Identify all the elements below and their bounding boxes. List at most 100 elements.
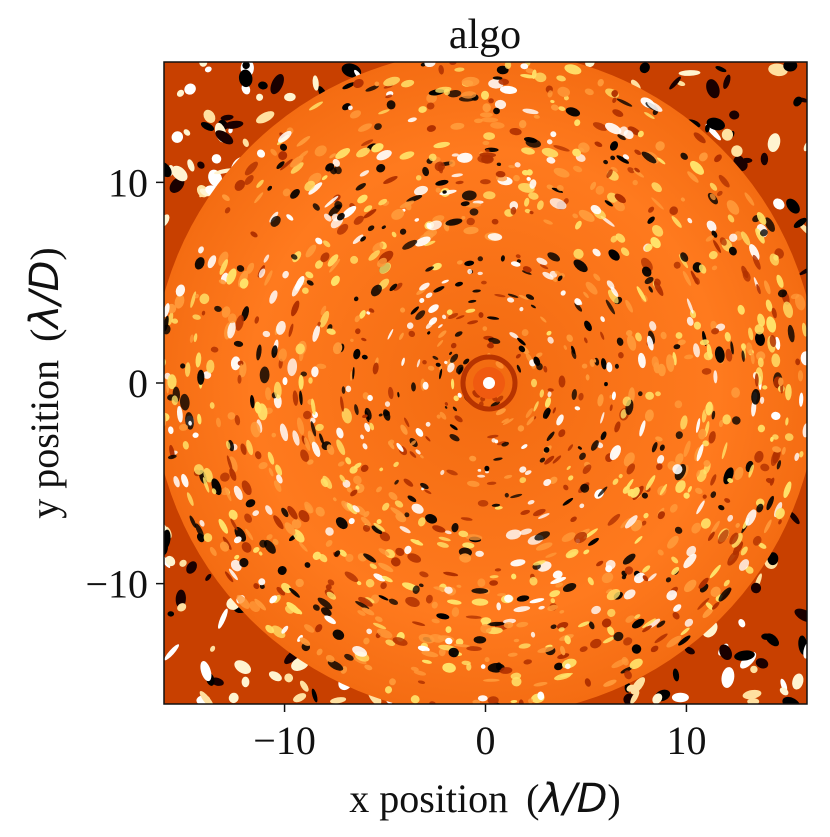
speckle xyxy=(609,404,613,412)
speckle xyxy=(592,248,601,257)
speckle xyxy=(727,550,740,566)
speckle xyxy=(773,198,785,210)
speckle xyxy=(578,209,595,222)
speckle xyxy=(495,395,504,403)
speckle xyxy=(419,282,430,291)
speckle xyxy=(754,324,765,335)
speckle xyxy=(329,153,336,159)
speckle xyxy=(498,78,509,86)
speckle xyxy=(387,329,394,340)
speckle xyxy=(547,90,553,98)
speckle xyxy=(209,402,215,409)
speckle xyxy=(552,570,563,579)
speckle xyxy=(299,680,309,692)
speckle xyxy=(389,283,398,292)
speckle xyxy=(438,65,444,75)
speckle xyxy=(579,452,586,460)
speckle xyxy=(742,270,751,282)
speckle xyxy=(164,303,170,318)
speckle xyxy=(740,546,748,556)
speckle xyxy=(316,648,323,656)
speckle xyxy=(533,114,540,119)
speckle xyxy=(671,215,682,228)
speckle xyxy=(634,614,641,619)
speckle xyxy=(517,337,526,346)
speckle xyxy=(630,487,640,498)
speckle xyxy=(421,659,432,664)
speckle xyxy=(595,185,605,195)
speckle xyxy=(258,578,266,586)
speckle xyxy=(407,553,422,563)
speckle xyxy=(449,159,456,167)
speckle xyxy=(558,627,565,632)
speckle xyxy=(228,568,238,581)
speckle xyxy=(742,689,762,700)
speckle xyxy=(256,93,264,101)
speckle xyxy=(649,321,657,331)
speckle xyxy=(350,371,353,381)
speckle xyxy=(235,314,244,331)
speckle xyxy=(368,308,375,313)
speckle xyxy=(504,594,513,603)
speckle xyxy=(450,353,459,363)
speckle xyxy=(250,231,258,238)
speckle xyxy=(549,198,567,210)
speckle xyxy=(472,699,481,704)
speckle xyxy=(242,62,250,70)
speckle xyxy=(180,363,186,369)
speckle xyxy=(411,503,424,514)
speckle xyxy=(579,503,585,509)
speckle xyxy=(291,300,300,317)
speckle xyxy=(278,348,287,362)
speckle xyxy=(520,74,536,79)
speckle xyxy=(709,564,721,579)
speckle xyxy=(279,143,288,151)
speckle xyxy=(240,443,247,455)
speckle xyxy=(738,559,750,571)
speckle xyxy=(521,169,530,176)
speckle xyxy=(281,582,292,594)
speckle xyxy=(332,342,343,355)
speckle xyxy=(674,526,683,534)
speckle xyxy=(428,317,438,325)
speckle xyxy=(218,518,229,534)
speckle xyxy=(727,214,735,223)
speckle xyxy=(513,606,531,613)
speckle xyxy=(278,151,288,161)
speckle xyxy=(740,231,751,246)
speckle xyxy=(271,345,278,358)
speckle xyxy=(210,346,219,353)
speckle xyxy=(760,463,770,472)
speckle xyxy=(684,646,695,655)
speckle xyxy=(760,152,769,166)
speckle xyxy=(707,531,715,541)
speckle xyxy=(554,672,572,681)
speckle xyxy=(477,695,488,702)
speckle xyxy=(494,293,506,298)
speckle xyxy=(505,529,522,540)
speckle xyxy=(290,189,300,199)
speckle xyxy=(660,331,667,340)
speckle xyxy=(357,194,368,204)
speckle xyxy=(751,389,761,405)
speckle xyxy=(287,358,298,377)
speckle xyxy=(276,320,286,335)
speckle xyxy=(652,224,664,237)
speckle xyxy=(600,411,605,424)
speckle xyxy=(414,218,420,222)
speckle xyxy=(667,535,679,549)
speckle xyxy=(547,391,552,398)
speckle xyxy=(171,395,179,406)
speckle xyxy=(398,332,404,340)
speckle xyxy=(299,637,311,646)
speckle xyxy=(537,646,555,653)
speckle xyxy=(773,254,779,261)
speckle xyxy=(618,352,624,359)
speckle xyxy=(757,313,765,327)
speckle xyxy=(533,681,548,687)
speckle xyxy=(327,579,335,586)
speckle xyxy=(787,324,795,343)
speckle xyxy=(625,615,635,623)
speckle xyxy=(533,401,539,412)
speckle xyxy=(744,192,755,206)
